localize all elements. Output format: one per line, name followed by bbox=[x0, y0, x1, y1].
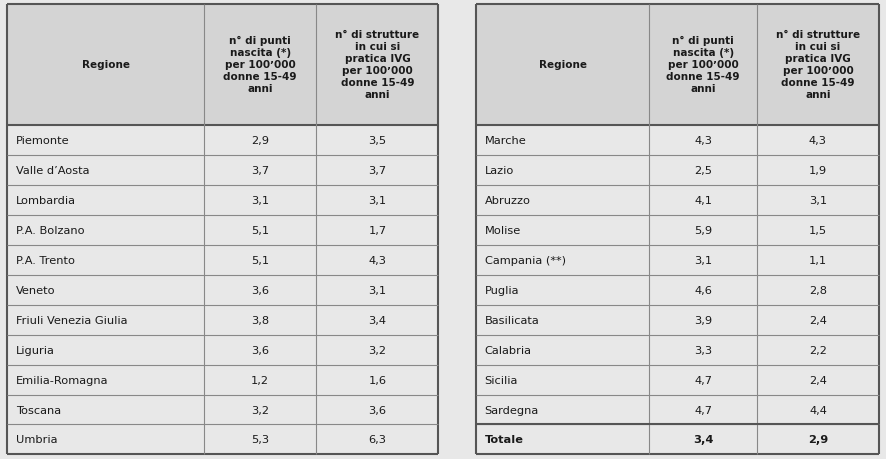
Text: n° di punti
nascita (*)
per 100ʼ000
donne 15-49
anni: n° di punti nascita (*) per 100ʼ000 donn… bbox=[223, 36, 297, 94]
Text: Umbria: Umbria bbox=[16, 435, 58, 444]
Text: 2,2: 2,2 bbox=[809, 345, 827, 355]
Text: n° di strutture
in cui si
pratica IVG
per 100ʼ000
donne 15-49
anni: n° di strutture in cui si pratica IVG pe… bbox=[776, 30, 860, 100]
Text: 2,5: 2,5 bbox=[694, 166, 712, 176]
Text: 2,4: 2,4 bbox=[809, 315, 827, 325]
Text: Campania (**): Campania (**) bbox=[485, 255, 565, 265]
Text: Piemonte: Piemonte bbox=[16, 136, 70, 146]
Text: Emilia-Romagna: Emilia-Romagna bbox=[16, 375, 108, 385]
Text: 5,9: 5,9 bbox=[694, 225, 712, 235]
Text: 3,6: 3,6 bbox=[252, 285, 269, 295]
Text: 1,1: 1,1 bbox=[809, 255, 827, 265]
Text: 1,7: 1,7 bbox=[369, 225, 386, 235]
Text: 3,7: 3,7 bbox=[251, 166, 269, 176]
Text: 2,8: 2,8 bbox=[809, 285, 827, 295]
Text: 3,5: 3,5 bbox=[369, 136, 386, 146]
Text: Toscana: Toscana bbox=[16, 405, 61, 414]
Text: 4,3: 4,3 bbox=[694, 136, 712, 146]
Text: 5,1: 5,1 bbox=[251, 255, 269, 265]
Bar bbox=[476, 5, 879, 454]
Text: Abruzzo: Abruzzo bbox=[485, 196, 531, 206]
Text: P.A. Trento: P.A. Trento bbox=[16, 255, 75, 265]
Text: 4,3: 4,3 bbox=[809, 136, 827, 146]
Text: 1,6: 1,6 bbox=[369, 375, 386, 385]
Text: Sardegna: Sardegna bbox=[485, 405, 539, 414]
Text: P.A. Bolzano: P.A. Bolzano bbox=[16, 225, 84, 235]
Text: 3,1: 3,1 bbox=[369, 285, 386, 295]
Text: Regione: Regione bbox=[539, 60, 587, 70]
Text: 3,8: 3,8 bbox=[251, 315, 269, 325]
Text: Friuli Venezia Giulia: Friuli Venezia Giulia bbox=[16, 315, 128, 325]
Text: 3,6: 3,6 bbox=[369, 405, 386, 414]
Text: 3,2: 3,2 bbox=[252, 405, 269, 414]
Text: 1,9: 1,9 bbox=[809, 166, 827, 176]
Text: 5,1: 5,1 bbox=[251, 225, 269, 235]
Bar bbox=[476, 5, 879, 126]
Text: 4,7: 4,7 bbox=[694, 375, 712, 385]
Text: n° di punti
nascita (*)
per 100ʼ000
donne 15-49
anni: n° di punti nascita (*) per 100ʼ000 donn… bbox=[666, 36, 740, 94]
Text: Calabria: Calabria bbox=[485, 345, 532, 355]
Text: 3,4: 3,4 bbox=[369, 315, 386, 325]
Text: 3,9: 3,9 bbox=[694, 315, 712, 325]
Text: Sicilia: Sicilia bbox=[485, 375, 518, 385]
Text: 3,7: 3,7 bbox=[369, 166, 386, 176]
Text: 3,1: 3,1 bbox=[694, 255, 712, 265]
Text: n° di strutture
in cui si
pratica IVG
per 100ʼ000
donne 15-49
anni: n° di strutture in cui si pratica IVG pe… bbox=[335, 30, 419, 100]
Text: 3,1: 3,1 bbox=[369, 196, 386, 206]
Text: Regione: Regione bbox=[82, 60, 129, 70]
Text: Puglia: Puglia bbox=[485, 285, 519, 295]
Text: Liguria: Liguria bbox=[16, 345, 55, 355]
Text: 1,5: 1,5 bbox=[809, 225, 827, 235]
Text: 4,7: 4,7 bbox=[694, 405, 712, 414]
Text: Totale: Totale bbox=[485, 435, 524, 444]
Text: Veneto: Veneto bbox=[16, 285, 56, 295]
Bar bbox=[7, 5, 439, 126]
Text: 1,2: 1,2 bbox=[252, 375, 269, 385]
Bar bbox=[7, 5, 439, 454]
Text: Valle d’Aosta: Valle d’Aosta bbox=[16, 166, 89, 176]
Text: 2,9: 2,9 bbox=[252, 136, 269, 146]
Text: 5,3: 5,3 bbox=[251, 435, 269, 444]
Text: 4,4: 4,4 bbox=[809, 405, 827, 414]
Text: 2,4: 2,4 bbox=[809, 375, 827, 385]
Text: 4,1: 4,1 bbox=[694, 196, 712, 206]
Text: Basilicata: Basilicata bbox=[485, 315, 540, 325]
Text: Molise: Molise bbox=[485, 225, 521, 235]
Text: 4,3: 4,3 bbox=[369, 255, 386, 265]
Text: 3,6: 3,6 bbox=[252, 345, 269, 355]
Text: Lazio: Lazio bbox=[485, 166, 514, 176]
Text: 3,3: 3,3 bbox=[694, 345, 712, 355]
Text: Lombardia: Lombardia bbox=[16, 196, 76, 206]
Text: 3,1: 3,1 bbox=[809, 196, 827, 206]
Text: 3,1: 3,1 bbox=[251, 196, 269, 206]
Text: 6,3: 6,3 bbox=[369, 435, 386, 444]
Text: 4,6: 4,6 bbox=[695, 285, 712, 295]
Text: 3,4: 3,4 bbox=[693, 435, 713, 444]
Text: 2,9: 2,9 bbox=[808, 435, 828, 444]
Text: Marche: Marche bbox=[485, 136, 526, 146]
Text: 3,2: 3,2 bbox=[369, 345, 386, 355]
